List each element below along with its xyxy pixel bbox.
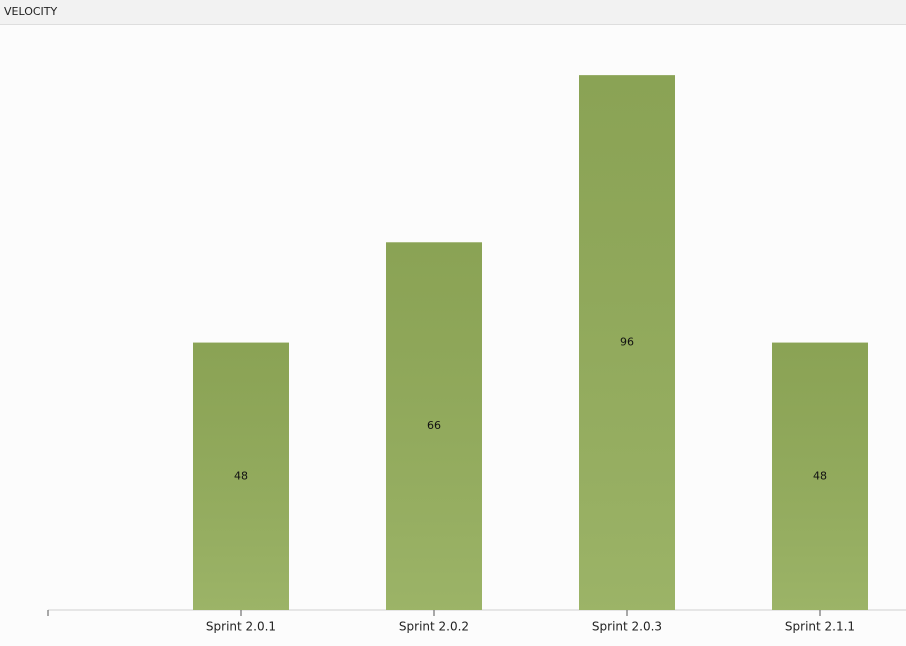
value-label: 96 xyxy=(620,336,634,349)
bar-shade xyxy=(772,342,868,610)
bar-shade xyxy=(386,242,482,611)
bar-shade xyxy=(579,75,675,610)
bar-shade xyxy=(193,342,289,610)
value-label: 66 xyxy=(427,419,441,432)
panel-header: VELOCITY xyxy=(0,0,906,25)
chart-title: VELOCITY xyxy=(4,5,58,18)
x-tick-label: Sprint 2.0.3 xyxy=(592,620,662,634)
value-label: 48 xyxy=(234,469,248,482)
x-tick-label: Sprint 2.1.1 xyxy=(785,620,855,634)
x-tick-label: Sprint 2.0.1 xyxy=(206,620,276,634)
x-tick-label: Sprint 2.0.2 xyxy=(399,620,469,634)
value-label: 48 xyxy=(813,469,827,482)
